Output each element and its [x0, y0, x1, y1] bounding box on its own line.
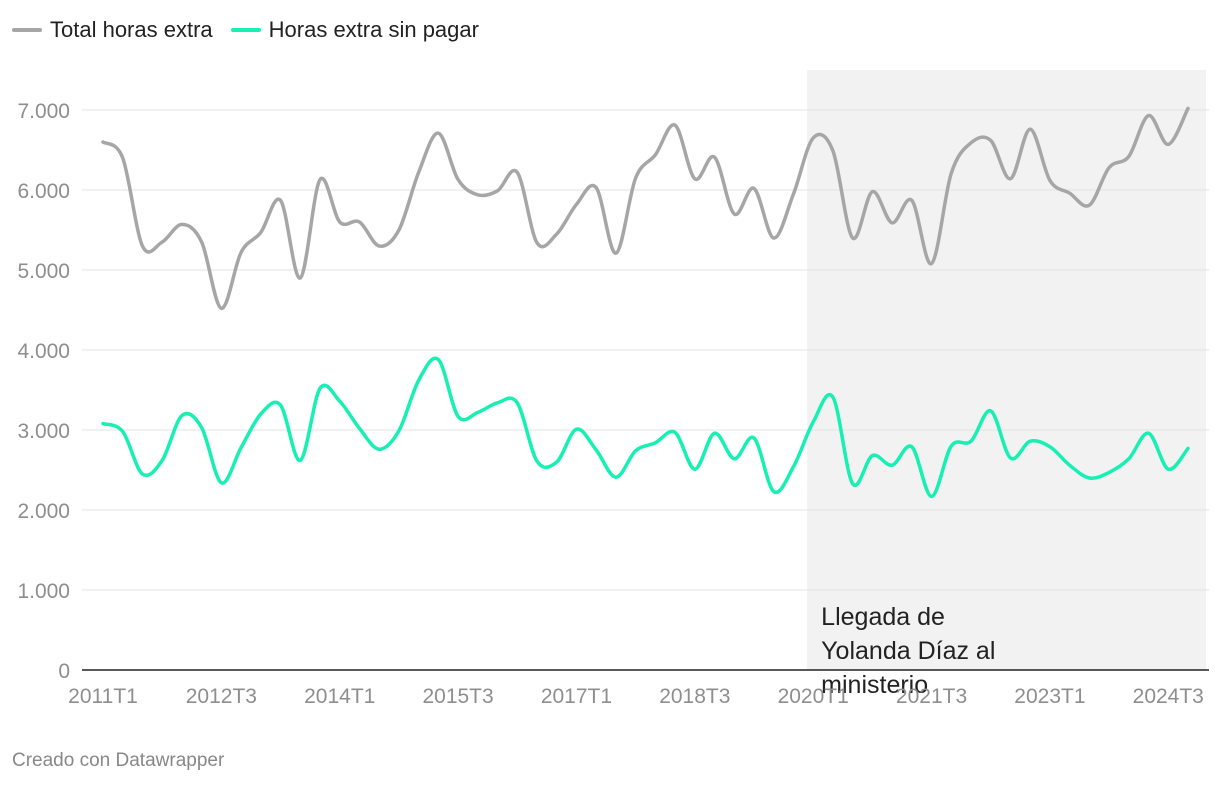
x-tick-label: 2014T1 [304, 685, 375, 708]
x-axis: 2011T1 2012T3 2014T1 2015T3 2017T1 2018T3 2020… [68, 685, 1204, 708]
x-tick-label: 2017T1 [541, 685, 612, 708]
series-line-unpaid [101, 356, 1190, 499]
legend-item-unpaid: Horas extra sin pagar [230, 17, 479, 43]
series-lines [101, 106, 1190, 499]
highlight-band [807, 70, 1206, 670]
y-axis: 0 1.000 2.000 3.000 4.000 5.000 6.000 7.000 [17, 100, 70, 683]
x-tick-label: 2018T3 [659, 685, 730, 708]
x-tick-label: 2023T1 [1014, 685, 1085, 708]
y-tick-label: 4.000 [17, 340, 70, 363]
x-tick-label: 2020T1 [778, 685, 849, 708]
annotation-line: Yolanda Díaz al [821, 637, 995, 665]
y-tick-label: 3.000 [17, 420, 70, 443]
y-tick-label: 0 [58, 660, 70, 683]
legend-swatch-unpaid [230, 28, 261, 32]
x-tick-label: 2024T3 [1133, 685, 1204, 708]
x-tick-label: 2012T3 [186, 685, 257, 708]
annotation-line: ministerio [821, 671, 928, 699]
grid [82, 109, 1209, 671]
series-line-total [101, 106, 1190, 311]
y-tick-label: 5.000 [17, 260, 70, 283]
x-tick-label: 2015T3 [422, 685, 493, 708]
legend-item-total: Total horas extra [12, 17, 213, 43]
y-tick-label: 1.000 [17, 580, 70, 603]
footer-credit: Creado con Datawrapper [12, 750, 225, 771]
y-tick-label: 7.000 [17, 100, 70, 123]
annotation: Llegada de Yolanda Díaz al ministerio [821, 603, 995, 699]
x-tick-label: 2011T1 [68, 685, 138, 708]
x-tick-label: 2021T3 [896, 685, 967, 708]
legend-swatch-total [12, 28, 42, 32]
legend: Total horas extra Horas extra sin pagar [12, 14, 479, 46]
y-tick-label: 6.000 [17, 180, 70, 203]
legend-label-total: Total horas extra [50, 17, 213, 42]
legend-label-unpaid: Horas extra sin pagar [268, 17, 479, 42]
y-tick-label: 2.000 [17, 500, 70, 523]
annotation-line: Llegada de [821, 603, 945, 631]
